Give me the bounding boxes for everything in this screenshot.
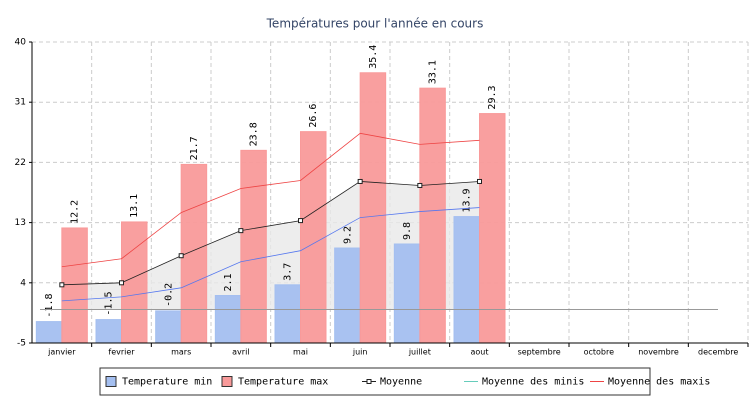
bar <box>479 113 506 344</box>
data-label: 21.7 <box>189 136 200 160</box>
x-tick-label: mars <box>171 348 191 357</box>
data-label: 9.2 <box>342 226 353 244</box>
marker <box>357 178 363 184</box>
data-label: -0.2 <box>163 283 174 307</box>
x-tick-label: mai <box>293 348 308 357</box>
bar <box>300 131 327 344</box>
y-tick-label: -5 <box>17 339 26 349</box>
data-label: 35.4 <box>368 45 379 69</box>
x-tick-label: decembre <box>698 348 738 357</box>
legend-swatch <box>105 376 117 387</box>
bar <box>274 284 301 344</box>
data-label: 13.9 <box>462 188 473 212</box>
bar <box>240 149 267 344</box>
bar <box>155 310 182 344</box>
bar <box>453 216 480 344</box>
y-tick-label: 31 <box>15 98 26 108</box>
line <box>61 132 480 268</box>
data-label: 23.8 <box>249 122 260 146</box>
data-label: -1.5 <box>104 291 115 315</box>
legend-marker <box>366 379 372 384</box>
bar <box>35 321 63 344</box>
legend-label: Moyenne des minis <box>482 377 584 388</box>
legend-label: Temperature min <box>122 377 212 388</box>
y-tick-label: 40 <box>15 38 27 48</box>
bar <box>419 87 446 344</box>
data-label: 2.1 <box>223 273 234 291</box>
y-tick-label: 13 <box>15 218 26 228</box>
data-label: 29.3 <box>487 85 498 109</box>
data-label: 3.7 <box>283 263 294 281</box>
marker <box>417 182 423 188</box>
x-tick-label: octobre <box>584 348 615 357</box>
marker <box>477 178 482 184</box>
legend-swatch <box>221 376 233 387</box>
legend-label: Moyenne <box>380 377 422 388</box>
y-tick-label: 22 <box>15 158 26 168</box>
x-tick-label: fevrier <box>108 348 135 357</box>
x-tick-label: juin <box>352 348 368 357</box>
x-tick-label: septembre <box>518 348 561 357</box>
bar <box>121 221 148 344</box>
bar <box>95 319 122 344</box>
bar <box>334 247 361 344</box>
y-tick-label: 4 <box>20 278 26 288</box>
chart-title: Températures pour l'année en cours <box>266 17 484 31</box>
line <box>61 207 480 302</box>
x-tick-label: juillet <box>408 348 431 357</box>
marker <box>119 280 124 286</box>
bar <box>359 72 387 344</box>
bar <box>393 243 421 344</box>
marker <box>59 282 65 288</box>
data-label: -1.8 <box>44 294 55 318</box>
legend-label: Temperature max <box>238 377 328 388</box>
x-tick-label: avril <box>232 348 249 357</box>
x-tick-label: novembre <box>638 348 679 357</box>
bar <box>214 295 242 344</box>
line <box>61 181 480 286</box>
x-tick-label: janvier <box>47 348 76 357</box>
data-label: 9.8 <box>402 222 413 240</box>
data-label: 13.1 <box>129 194 140 218</box>
bar <box>61 227 88 344</box>
marker <box>178 253 184 259</box>
marker <box>238 228 244 234</box>
data-label: 26.6 <box>308 104 319 128</box>
data-label: 12.2 <box>70 200 81 224</box>
data-label: 33.1 <box>428 60 439 84</box>
legend-label: Moyenne des maxis <box>608 377 710 388</box>
marker <box>298 218 303 224</box>
x-tick-label: aout <box>470 348 488 357</box>
